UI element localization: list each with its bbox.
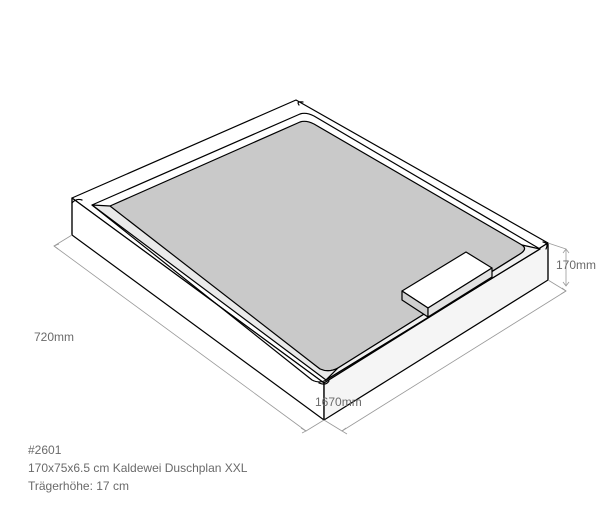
product-code: #2601 (28, 441, 247, 459)
dim-height-left: 720mm (34, 330, 74, 344)
carrier-height: Trägerhöhe: 17 cm (28, 477, 247, 495)
dim-height-right: 170mm (556, 258, 596, 272)
product-name: 170x75x6.5 cm Kaldewei Duschplan XXL (28, 459, 247, 477)
product-caption: #2601 170x75x6.5 cm Kaldewei Duschplan X… (28, 441, 247, 495)
dim-length-bottom: 1670mm (315, 395, 362, 409)
shower-tray-diagram (0, 0, 600, 515)
